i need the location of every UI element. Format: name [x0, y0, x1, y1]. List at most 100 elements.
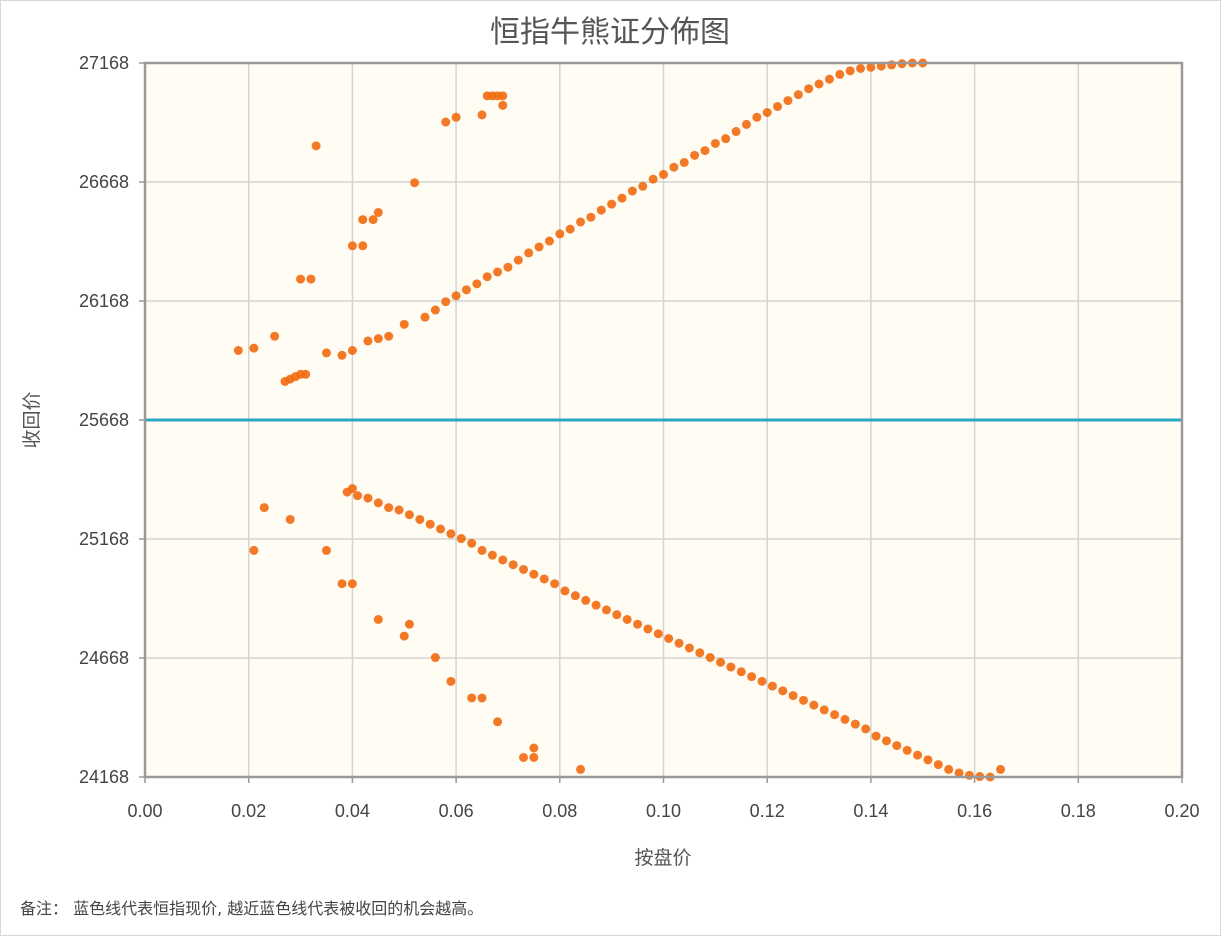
data-point	[503, 262, 513, 272]
data-point	[648, 174, 658, 184]
y-tick-label: 25668	[79, 410, 129, 430]
data-point	[544, 236, 554, 246]
data-point	[384, 331, 394, 341]
data-point	[798, 695, 808, 705]
data-point	[404, 510, 414, 520]
data-point	[524, 248, 534, 258]
data-point	[373, 207, 383, 217]
data-point	[441, 297, 451, 307]
data-point	[487, 550, 497, 560]
data-point	[477, 110, 487, 120]
x-tick-label: 0.02	[231, 801, 266, 821]
data-point	[399, 319, 409, 329]
data-point	[498, 100, 508, 110]
data-point	[601, 605, 611, 615]
data-point	[321, 545, 331, 555]
y-tick-label: 24168	[79, 767, 129, 787]
data-point	[653, 629, 663, 639]
data-point	[259, 503, 269, 513]
data-point	[814, 79, 824, 89]
data-point	[321, 348, 331, 358]
data-point	[498, 91, 508, 101]
data-point	[384, 503, 394, 513]
data-point	[436, 524, 446, 534]
data-point	[539, 574, 549, 584]
data-point	[778, 686, 788, 696]
data-point	[534, 242, 544, 252]
data-point	[835, 69, 845, 79]
data-point	[809, 700, 819, 710]
data-point	[881, 736, 891, 746]
data-point	[570, 591, 580, 601]
y-tick-label: 26168	[79, 291, 129, 311]
data-point	[425, 519, 435, 529]
x-tick-label: 0.14	[853, 801, 888, 821]
data-point	[757, 676, 767, 686]
data-point	[296, 274, 306, 284]
data-point	[430, 653, 440, 663]
data-point	[451, 112, 461, 122]
data-point	[347, 346, 357, 356]
data-point	[793, 90, 803, 100]
y-tick-label: 27168	[79, 53, 129, 73]
data-point	[373, 498, 383, 508]
data-point	[721, 134, 731, 144]
data-point	[249, 343, 259, 353]
data-point	[363, 493, 373, 503]
data-point	[845, 66, 855, 76]
x-tick-label: 0.06	[439, 801, 474, 821]
data-point	[964, 770, 974, 780]
data-point	[762, 108, 772, 118]
x-tick-label: 0.04	[335, 801, 370, 821]
data-point	[700, 146, 710, 156]
y-axis-title: 收回价	[21, 391, 43, 448]
data-point	[347, 579, 357, 589]
data-point	[285, 514, 295, 524]
data-point	[638, 181, 648, 191]
data-point	[410, 178, 420, 188]
data-point	[591, 600, 601, 610]
data-point	[576, 764, 586, 774]
data-point	[679, 157, 689, 167]
data-point	[529, 752, 539, 762]
data-point	[850, 719, 860, 729]
data-point	[669, 162, 679, 172]
data-point	[902, 745, 912, 755]
data-point	[404, 619, 414, 629]
data-point	[498, 555, 508, 565]
data-point	[373, 334, 383, 344]
y-tick-label: 25168	[79, 529, 129, 549]
data-point	[565, 224, 575, 234]
data-point	[674, 638, 684, 648]
data-point	[866, 62, 876, 72]
data-point	[804, 84, 814, 94]
x-tick-label: 0.08	[542, 801, 577, 821]
footnote: 备注： 蓝色线代表恒指现价, 越近蓝色线代表被收回的机会越高。	[20, 899, 484, 918]
data-point	[529, 743, 539, 753]
data-point	[830, 710, 840, 720]
data-point	[363, 336, 373, 346]
data-point	[477, 693, 487, 703]
data-point	[741, 119, 751, 129]
data-point	[456, 534, 466, 544]
data-point	[353, 491, 363, 501]
data-point	[347, 241, 357, 251]
data-point	[726, 662, 736, 672]
x-axis-title: 按盘价	[634, 847, 691, 869]
data-point	[446, 676, 456, 686]
data-point	[519, 752, 529, 762]
data-point	[461, 285, 471, 295]
data-point	[270, 331, 280, 341]
data-point	[643, 624, 653, 634]
y-tick-labels: 24168 24668 25168 25668 26168 26668 27168	[79, 53, 129, 787]
data-point	[301, 369, 311, 379]
data-point	[612, 610, 622, 620]
data-point	[358, 215, 368, 225]
data-point	[913, 750, 923, 760]
data-point	[954, 768, 964, 778]
x-tick-label: 0.00	[127, 801, 162, 821]
data-point	[441, 117, 451, 127]
x-tick-label: 0.20	[1164, 801, 1199, 821]
y-tick-label: 26668	[79, 172, 129, 192]
